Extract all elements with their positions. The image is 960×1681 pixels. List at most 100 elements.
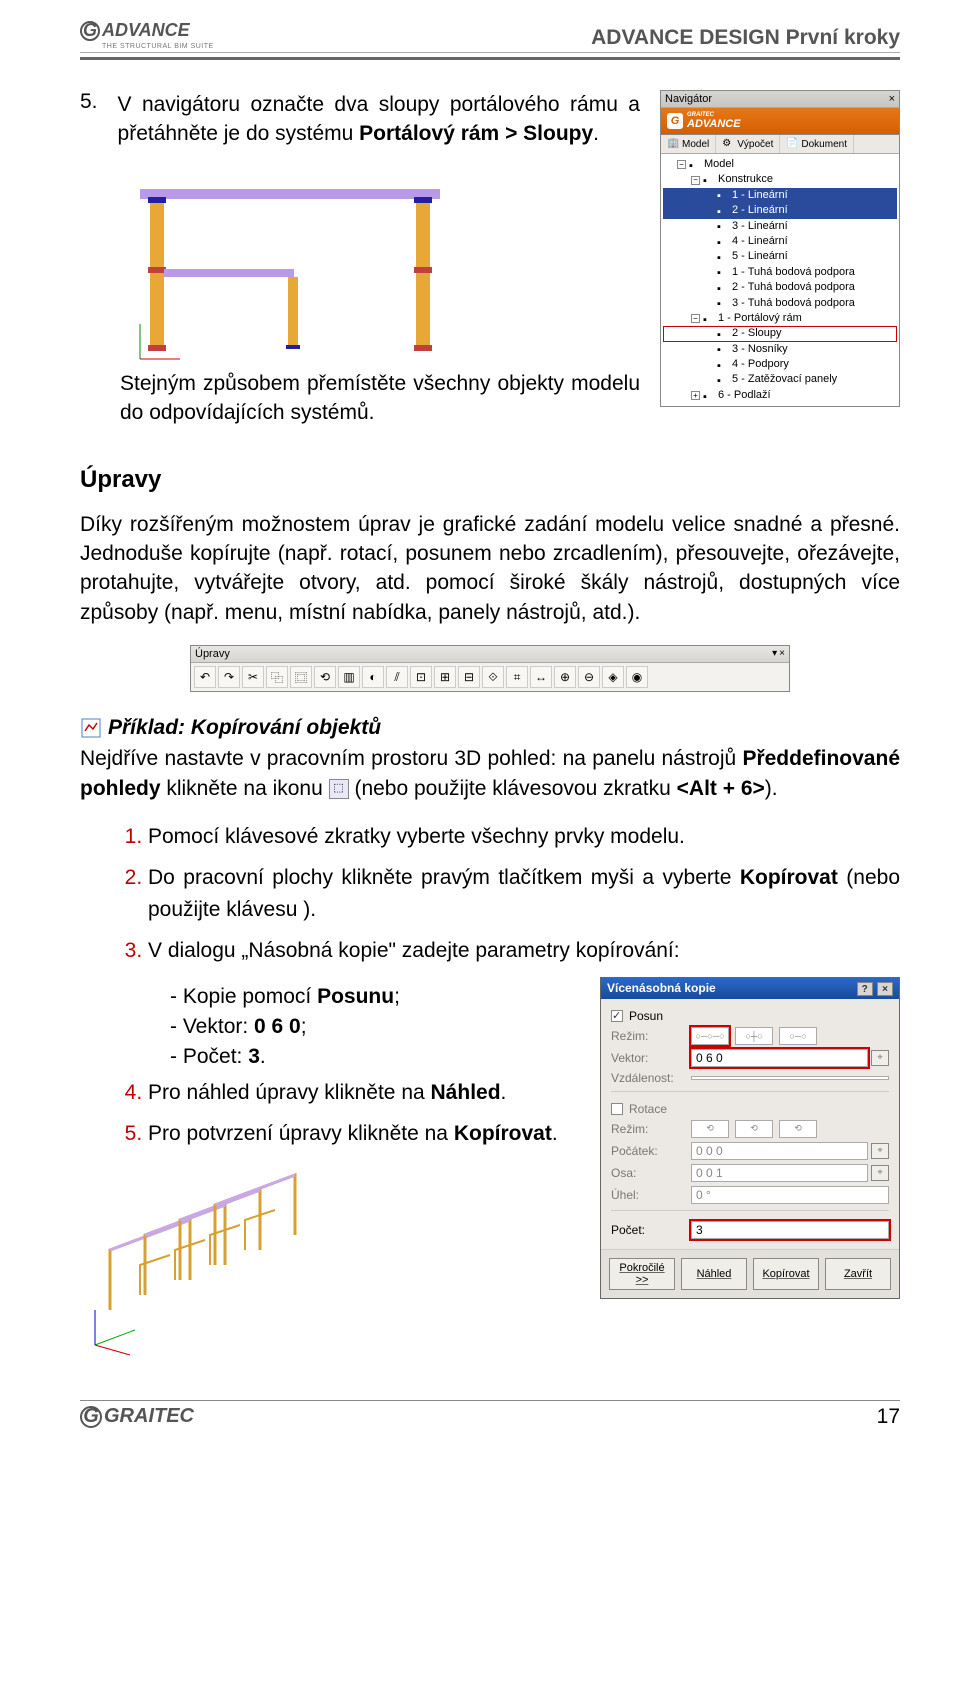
- tree-node-icon: ▪: [703, 313, 715, 325]
- example-steps: Pomocí klávesové zkratky vyberte všechny…: [120, 821, 900, 967]
- footer-logo: G GRAITEC: [80, 1405, 194, 1428]
- tree-node-icon: ▪: [717, 343, 729, 355]
- toolbar-button[interactable]: ✂: [242, 666, 264, 688]
- tree-node-icon: ▪: [703, 174, 715, 186]
- tab-icon: 📄: [786, 138, 798, 150]
- expander-icon[interactable]: −: [691, 314, 700, 323]
- upravy-toolbar: Úpravy ▾ × ↶↷✂⿻⿴⟲▥◐⫽⊡⊞⊟⟐⌗↔⊕⊖◈◉: [190, 645, 790, 692]
- dialog-button[interactable]: Kopírovat: [753, 1258, 819, 1290]
- tree-item[interactable]: ▪1 - Lineární: [663, 188, 897, 203]
- tree-item[interactable]: ▪2 - Sloupy: [663, 326, 897, 341]
- tree-item[interactable]: ▪4 - Lineární: [663, 234, 897, 249]
- dialog-button[interactable]: Zavřít: [825, 1258, 891, 1290]
- vektor-picker-icon[interactable]: ⌖: [871, 1050, 889, 1066]
- toolbar-button[interactable]: ⟲: [314, 666, 336, 688]
- pocatek-label: Počátek:: [611, 1144, 691, 1158]
- toolbar-button[interactable]: ◐: [362, 666, 384, 688]
- toolbar-button[interactable]: ⊕: [554, 666, 576, 688]
- param-item: Kopie pomocí Posunu;: [170, 985, 570, 1009]
- copy-params: Kopie pomocí Posunu;Vektor: 0 6 0;Počet:…: [170, 985, 570, 1069]
- dialog-help-icon[interactable]: ?: [857, 982, 873, 996]
- logo-text: ADVANCE: [102, 20, 190, 41]
- toolbar-button[interactable]: ↔: [530, 666, 552, 688]
- vektor-field[interactable]: 0 6 0: [691, 1049, 868, 1067]
- g-icon: G: [667, 113, 683, 129]
- header-title: ADVANCE DESIGN První kroky: [591, 26, 900, 50]
- tree-item[interactable]: −▪1 - Portálový rám: [663, 311, 897, 326]
- tree-item[interactable]: ▪3 - Tuhá bodová podpora: [663, 296, 897, 311]
- toolbar-button[interactable]: ◉: [626, 666, 648, 688]
- tree-item[interactable]: ▪3 - Lineární: [663, 219, 897, 234]
- logo-subtitle: THE STRUCTURAL BIM SUITE: [102, 43, 214, 50]
- step-5-text: V navigátoru označte dva sloupy portálov…: [118, 90, 640, 149]
- nav-tab-model[interactable]: 🏢Model: [661, 135, 716, 153]
- page-header: G ADVANCE THE STRUCTURAL BIM SUITE ADVAN…: [80, 20, 900, 60]
- dialog-button[interactable]: Pokročilé >>: [609, 1258, 675, 1290]
- iso-3d-diagram: [80, 1160, 340, 1360]
- nav-tab-dokument[interactable]: 📄Dokument: [780, 135, 854, 153]
- tree-item[interactable]: ▪1 - Tuhá bodová podpora: [663, 265, 897, 280]
- toolbar-pin-icon[interactable]: ▾: [772, 648, 777, 660]
- rezim-label: Režim:: [611, 1029, 691, 1043]
- toolbar-button[interactable]: ⊞: [434, 666, 456, 688]
- tree-item[interactable]: ▪5 - Lineární: [663, 249, 897, 264]
- dialog-button[interactable]: Náhled: [681, 1258, 747, 1290]
- tree-node-icon: ▪: [717, 205, 729, 217]
- toolbar-button[interactable]: ⿴: [290, 666, 312, 688]
- tree-item[interactable]: ▪2 - Tuhá bodová podpora: [663, 280, 897, 295]
- dialog-close-icon[interactable]: ×: [877, 982, 893, 996]
- pocatek-picker-icon: ⌖: [871, 1143, 889, 1159]
- pocet-label: Počet:: [611, 1223, 691, 1237]
- tree-item[interactable]: ▪5 - Zatěžovací panely: [663, 372, 897, 387]
- tree-item[interactable]: ▪2 - Lineární: [663, 203, 897, 218]
- toolbar-button[interactable]: ⊟: [458, 666, 480, 688]
- para-upravy: Díky rozšířeným možnostem úprav je grafi…: [80, 510, 900, 628]
- osa-label: Osa:: [611, 1166, 691, 1180]
- multiple-copy-dialog: Vícenásobná kopie ? × Posun Režim: ○─○─○…: [600, 977, 900, 1299]
- footer-g-icon: G: [80, 1406, 102, 1428]
- toolbar-button[interactable]: ⊡: [410, 666, 432, 688]
- navigator-title: Navigátor: [665, 93, 712, 105]
- vzdal-label: Vzdálenost:: [611, 1071, 691, 1085]
- tree-item[interactable]: ▪4 - Podpory: [663, 357, 897, 372]
- view-3d-icon[interactable]: ⬚: [329, 779, 349, 799]
- expander-icon[interactable]: +: [691, 391, 700, 400]
- toolbar-button[interactable]: ◈: [602, 666, 624, 688]
- tree-item[interactable]: −▪Model: [663, 157, 897, 172]
- toolbar-close-icon[interactable]: ×: [779, 648, 785, 660]
- tree-item[interactable]: +▪6 - Podlaží: [663, 388, 897, 403]
- toolbar-button[interactable]: ↷: [218, 666, 240, 688]
- step-3: V dialogu „Násobná kopie" zadejte parame…: [148, 935, 900, 967]
- nav-tab-výpočet[interactable]: ⚙Výpočet: [716, 135, 780, 153]
- toolbar-button[interactable]: ⟐: [482, 666, 504, 688]
- expander-icon[interactable]: −: [677, 160, 686, 169]
- rezim-radio[interactable]: ○─○─○○┼○○─○: [691, 1027, 889, 1045]
- pocet-field[interactable]: 3: [691, 1221, 889, 1239]
- navigator-titlebar: Navigátor ×: [661, 91, 899, 108]
- tree-node-icon: ▪: [717, 189, 729, 201]
- expander-icon[interactable]: −: [691, 176, 700, 185]
- posun-checkbox-row: Posun: [611, 1009, 889, 1023]
- tree-item[interactable]: ▪3 - Nosníky: [663, 342, 897, 357]
- tree-item[interactable]: −▪Konstrukce: [663, 172, 897, 187]
- heading-upravy: Úpravy: [80, 466, 900, 494]
- rezim2-label: Režim:: [611, 1122, 691, 1136]
- tree-node-icon: ▪: [717, 328, 729, 340]
- toolbar-button[interactable]: ⫽: [386, 666, 408, 688]
- rotace-checkbox[interactable]: [611, 1103, 623, 1115]
- navigator-close-icon[interactable]: ×: [889, 93, 895, 105]
- tree-node-icon: ▪: [703, 390, 715, 402]
- navigator-panel: Navigátor × G GRAITEC ADVANCE 🏢Model⚙Výp…: [660, 90, 900, 407]
- portal-frame-diagram: [120, 169, 460, 369]
- toolbar-button[interactable]: ⿻: [266, 666, 288, 688]
- tree-node-icon: ▪: [717, 282, 729, 294]
- toolbar-button[interactable]: ↶: [194, 666, 216, 688]
- toolbar-button[interactable]: ⌗: [506, 666, 528, 688]
- toolbar-button[interactable]: ▥: [338, 666, 360, 688]
- toolbar-button[interactable]: ⊖: [578, 666, 600, 688]
- posun-checkbox[interactable]: [611, 1010, 623, 1022]
- logo-g-icon: G: [80, 21, 100, 41]
- tree-node-icon: ▪: [717, 374, 729, 386]
- osa-field: 0 0 1: [691, 1164, 868, 1182]
- uhel-label: Úhel:: [611, 1188, 691, 1202]
